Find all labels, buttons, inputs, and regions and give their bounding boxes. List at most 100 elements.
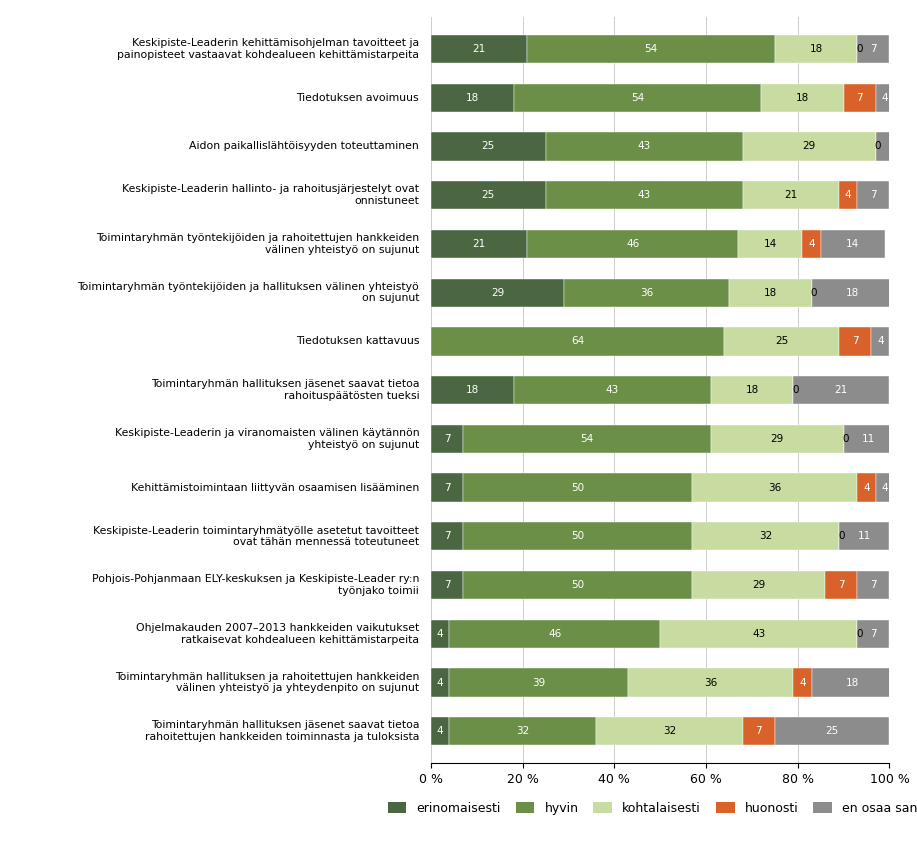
Text: 25: 25 xyxy=(481,141,495,152)
Bar xyxy=(825,571,857,599)
Bar xyxy=(431,571,463,599)
Text: 4: 4 xyxy=(881,483,889,492)
Text: 7: 7 xyxy=(838,580,845,590)
Bar xyxy=(431,133,546,160)
Text: 7: 7 xyxy=(870,44,877,54)
Bar xyxy=(431,376,514,404)
Bar xyxy=(449,717,596,746)
Bar xyxy=(463,571,692,599)
Text: 46: 46 xyxy=(626,239,639,249)
Text: 4: 4 xyxy=(799,677,806,688)
Text: 32: 32 xyxy=(663,727,676,736)
Text: 36: 36 xyxy=(704,677,717,688)
Bar xyxy=(857,620,889,648)
Text: 32: 32 xyxy=(759,531,772,541)
Text: 46: 46 xyxy=(548,629,561,639)
Text: 29: 29 xyxy=(802,141,816,152)
Bar xyxy=(449,668,628,697)
Text: 43: 43 xyxy=(637,190,651,200)
Text: 18: 18 xyxy=(810,44,823,54)
Text: 50: 50 xyxy=(571,580,584,590)
Text: 7: 7 xyxy=(444,483,450,492)
Text: 0: 0 xyxy=(856,629,863,639)
Bar xyxy=(802,230,821,258)
Text: 18: 18 xyxy=(796,93,809,103)
Text: 29: 29 xyxy=(752,580,766,590)
Text: 25: 25 xyxy=(825,727,839,736)
Text: 54: 54 xyxy=(645,44,657,54)
Bar xyxy=(844,425,894,453)
Bar xyxy=(857,181,889,209)
Bar xyxy=(793,668,812,697)
Text: 21: 21 xyxy=(834,385,848,395)
Bar xyxy=(692,473,857,502)
Text: 0: 0 xyxy=(792,385,799,395)
Text: 25: 25 xyxy=(775,336,789,347)
Text: 0: 0 xyxy=(843,434,849,444)
Bar xyxy=(857,35,889,63)
Text: 11: 11 xyxy=(857,531,871,541)
Bar xyxy=(431,473,463,502)
Text: 18: 18 xyxy=(846,288,859,297)
Bar xyxy=(821,230,885,258)
Bar xyxy=(514,376,711,404)
Text: 21: 21 xyxy=(784,190,798,200)
Bar xyxy=(724,327,839,355)
Text: 18: 18 xyxy=(466,385,479,395)
Bar xyxy=(527,230,738,258)
Text: 43: 43 xyxy=(752,629,766,639)
Text: 4: 4 xyxy=(881,93,889,103)
Bar xyxy=(839,181,857,209)
Text: 14: 14 xyxy=(764,239,777,249)
Text: 18: 18 xyxy=(746,385,758,395)
Bar xyxy=(431,278,564,307)
Bar xyxy=(743,717,775,746)
Bar xyxy=(775,35,857,63)
Bar xyxy=(839,522,889,551)
Text: 54: 54 xyxy=(631,93,644,103)
Bar xyxy=(546,133,743,160)
Text: 64: 64 xyxy=(571,336,584,347)
Bar xyxy=(729,278,812,307)
Bar xyxy=(876,133,917,160)
Bar xyxy=(871,327,889,355)
Bar xyxy=(876,83,894,112)
Text: 29: 29 xyxy=(770,434,784,444)
Bar xyxy=(761,83,844,112)
Text: 18: 18 xyxy=(466,93,479,103)
Text: 54: 54 xyxy=(580,434,593,444)
Text: 4: 4 xyxy=(845,190,852,200)
Text: 43: 43 xyxy=(637,141,651,152)
Bar xyxy=(692,571,825,599)
Text: 29: 29 xyxy=(491,288,504,297)
Text: 7: 7 xyxy=(444,531,450,541)
Bar xyxy=(596,717,743,746)
Bar xyxy=(857,473,876,502)
Text: 43: 43 xyxy=(605,385,619,395)
Bar xyxy=(463,522,692,551)
Bar xyxy=(431,425,463,453)
Text: 32: 32 xyxy=(516,727,529,736)
Text: 11: 11 xyxy=(862,434,876,444)
Bar xyxy=(463,473,692,502)
Text: 7: 7 xyxy=(870,580,877,590)
Text: 7: 7 xyxy=(852,336,858,347)
Bar xyxy=(431,83,514,112)
Text: 39: 39 xyxy=(532,677,546,688)
Text: 0: 0 xyxy=(838,531,845,541)
Text: 4: 4 xyxy=(808,239,815,249)
Bar xyxy=(564,278,729,307)
Text: 7: 7 xyxy=(444,434,450,444)
Bar xyxy=(449,620,660,648)
Bar xyxy=(431,717,449,746)
Text: 21: 21 xyxy=(472,44,486,54)
Bar xyxy=(431,668,449,697)
Text: 7: 7 xyxy=(870,190,877,200)
Text: 4: 4 xyxy=(877,336,884,347)
Bar xyxy=(711,376,793,404)
Bar xyxy=(812,278,894,307)
Bar xyxy=(431,327,724,355)
Bar xyxy=(431,522,463,551)
Bar xyxy=(793,376,889,404)
Bar xyxy=(812,668,894,697)
